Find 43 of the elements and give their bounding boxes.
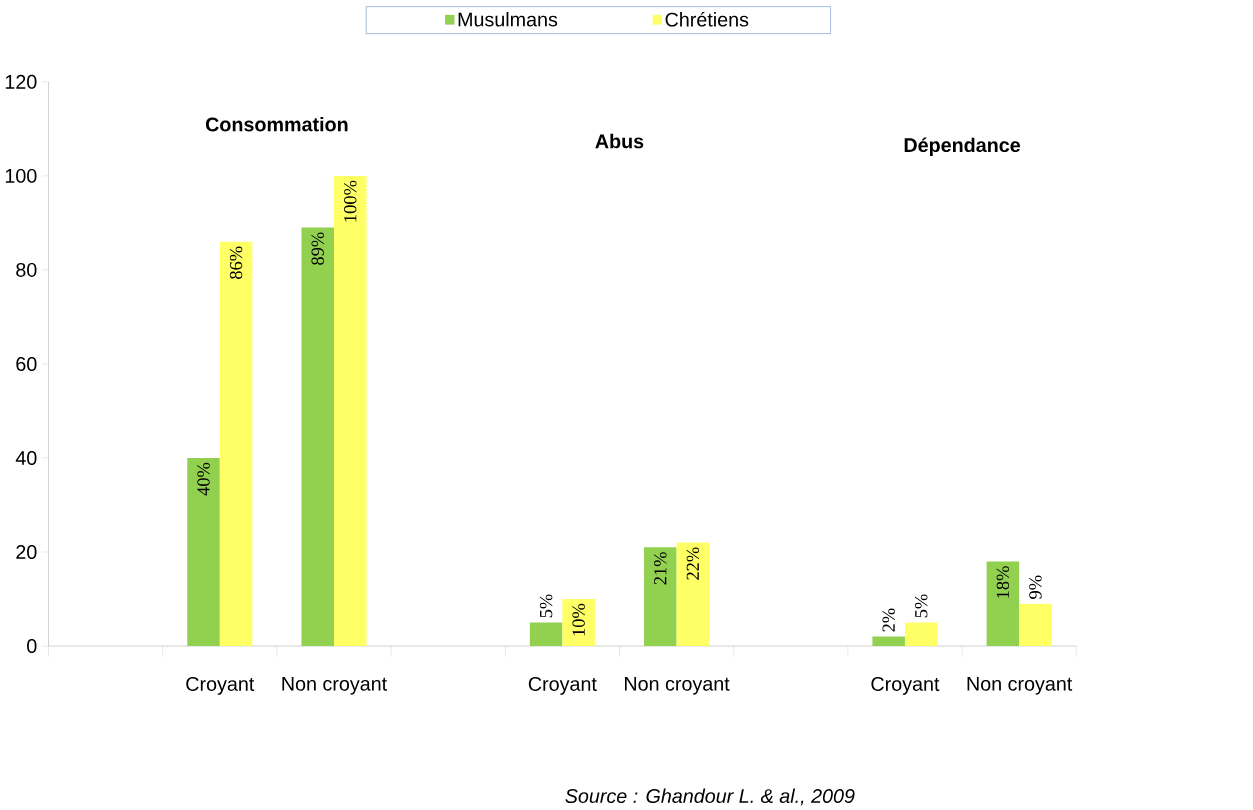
y-tick-label: 20 bbox=[16, 545, 37, 560]
y-tick-label: 60 bbox=[16, 357, 37, 372]
bar bbox=[301, 227, 334, 647]
y-tick-label: 80 bbox=[16, 263, 37, 278]
bar bbox=[333, 176, 367, 647]
x-tick-label: Non croyant bbox=[967, 677, 1073, 695]
data-label: 5% bbox=[914, 594, 928, 618]
bar bbox=[529, 622, 563, 647]
legend-label: Chrétiens bbox=[665, 12, 749, 27]
data-label: 100% bbox=[344, 180, 357, 222]
data-label: 22% bbox=[686, 547, 700, 580]
x-tick-label: Non croyant bbox=[282, 677, 387, 695]
data-label: 10% bbox=[572, 603, 585, 636]
data-label: 89% bbox=[311, 232, 324, 265]
bar bbox=[644, 547, 677, 647]
legend-label: Musulmans bbox=[458, 12, 558, 27]
data-label: 86% bbox=[229, 246, 243, 280]
bar bbox=[872, 636, 905, 647]
bar bbox=[1019, 603, 1052, 647]
bar bbox=[904, 622, 938, 647]
bar bbox=[562, 599, 595, 647]
bar bbox=[219, 241, 253, 647]
x-tick-label: Croyant bbox=[871, 677, 940, 695]
annotation: Dépendance bbox=[904, 137, 1021, 157]
data-label: 2% bbox=[882, 608, 895, 632]
data-label: 5% bbox=[539, 594, 553, 618]
y-tick-label: 40 bbox=[15, 451, 37, 466]
bar bbox=[676, 542, 710, 647]
y-tick-label: 120 bbox=[5, 75, 37, 89]
data-label: 40% bbox=[197, 462, 210, 496]
y-tick-label: 100 bbox=[5, 169, 37, 183]
data-label: 18% bbox=[996, 566, 1010, 598]
data-label: 9% bbox=[1029, 575, 1042, 600]
bar bbox=[187, 458, 220, 647]
data-label: 21% bbox=[654, 552, 667, 585]
annotation: Abus bbox=[595, 133, 644, 149]
source-note: Source : Ghandour L. & al., 2009 bbox=[565, 788, 855, 806]
bar bbox=[986, 561, 1020, 647]
x-tick-label: Croyant bbox=[186, 677, 255, 695]
y-tick-label: 0 bbox=[27, 639, 37, 654]
x-tick-label: Non croyant bbox=[625, 677, 730, 695]
x-tick-label: Croyant bbox=[528, 677, 597, 695]
annotation: Consommation bbox=[205, 117, 348, 132]
